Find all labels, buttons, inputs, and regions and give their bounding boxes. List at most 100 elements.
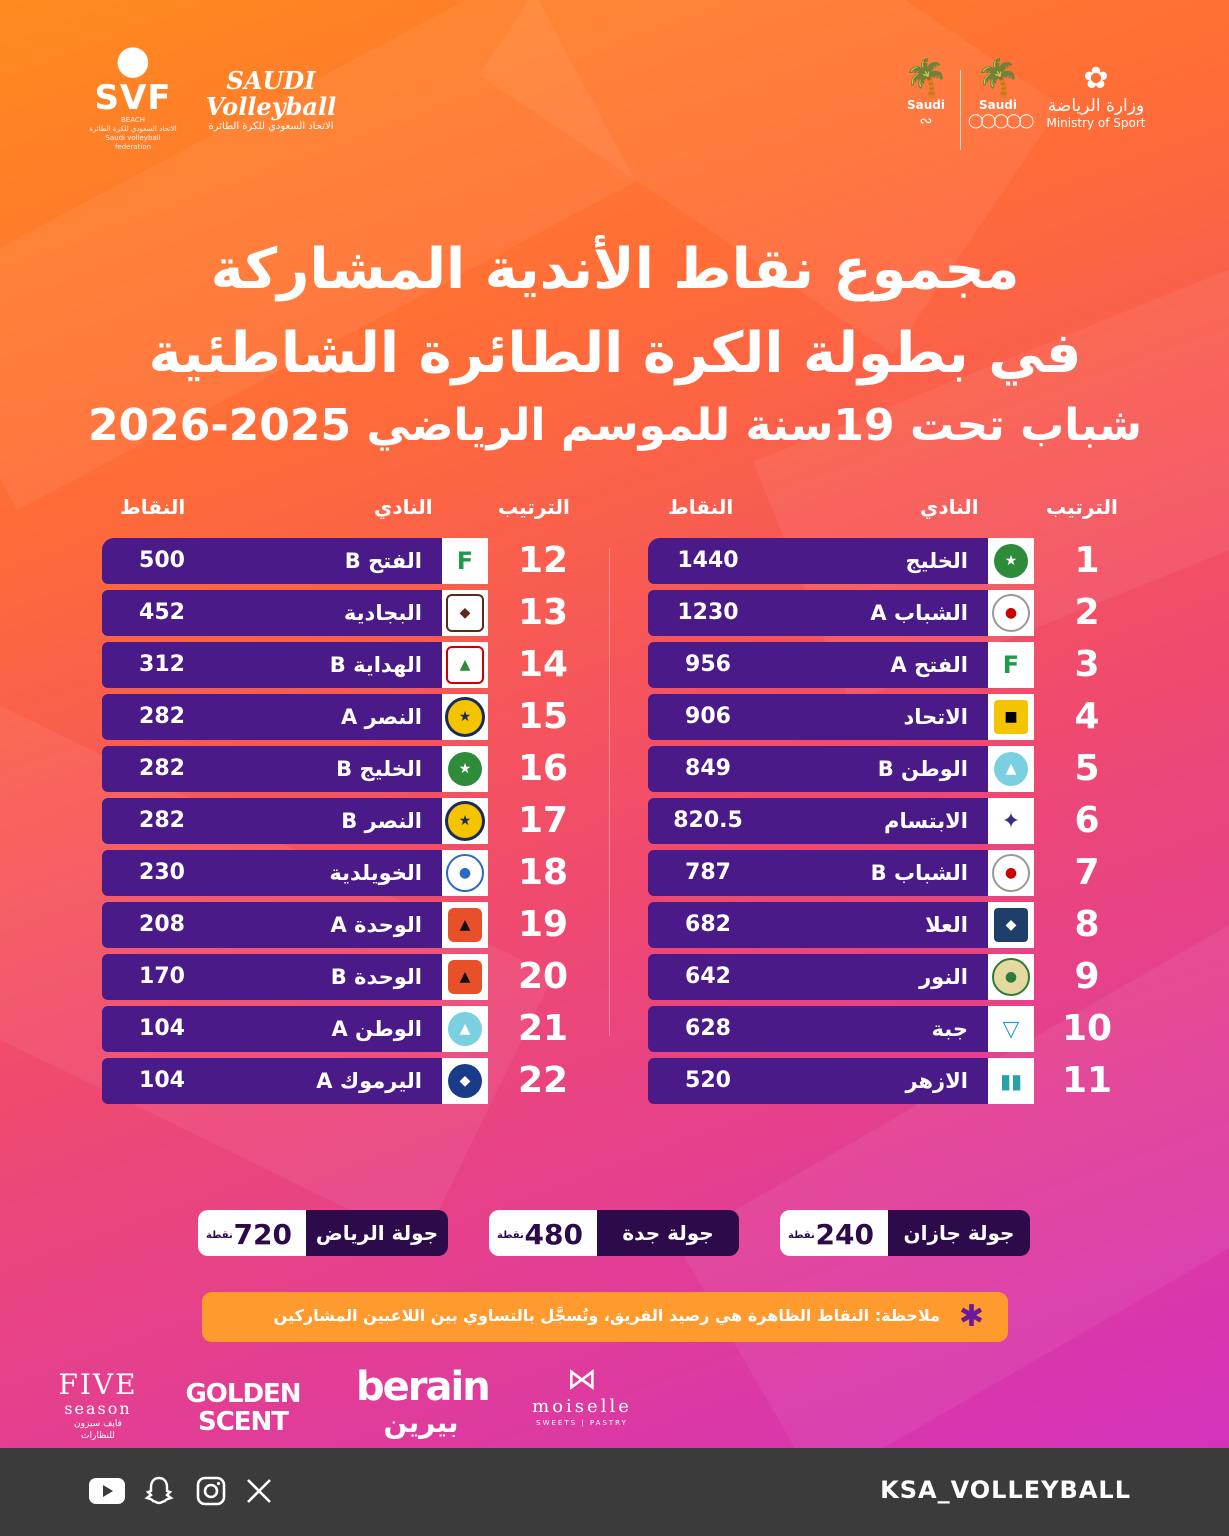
header-points-left: النقاط [120,495,186,519]
standings-table-right: 1440 الخليج ★ 1 1230 الشباب A ● 2 956 ال… [648,538,1112,1110]
club-name: اليرموك A [316,1069,422,1093]
header-rank-right: الترتيب [1046,495,1118,519]
points-value: 208 [139,912,185,937]
club-name: الخليج B [336,757,422,781]
note-banner: ✱ ملاحظة: النقاط الظاهرة هي رصيد الفريق،… [202,1292,1008,1342]
club-name: الاتحاد [903,705,968,729]
rank-number: 20 [517,956,569,997]
alnassr-logo-icon: ★ [445,801,485,841]
alshabab-logo-icon: ● [992,854,1030,892]
table-row: 312 الهداية B ▲ 14 [102,642,582,688]
rank-number: 22 [517,1060,569,1101]
alkhaleej-logo-icon: ★ [994,544,1028,578]
rank-number: 18 [517,852,569,893]
title-line-2: في بطولة الكرة الطائرة الشاطئية [148,321,1082,386]
rank-number: 4 [1074,696,1100,737]
club-name: الهداية B [329,653,422,677]
alnoor-logo-icon: ● [992,958,1030,996]
title-line-1: مجموع نقاط الأندية المشاركة [210,237,1020,302]
club-name: الخليج [905,549,969,573]
rank-number: 16 [517,748,569,789]
snapchat-icon[interactable] [140,1472,178,1510]
table-row: 170 الوحدة B ▲ 20 [102,954,582,1000]
saudi-paralympic-logo: 🌴 Saudi ∾ [896,60,956,130]
table-row: 787 الشباب B ● 7 [648,850,1108,896]
points-value: 282 [139,808,185,833]
saudi-olympic-logo: 🌴 Saudi ◯◯◯◯◯ [968,58,1034,130]
club-name: النور [919,965,968,989]
club-name: الشباب A [870,601,968,625]
points-value: 628 [685,1016,731,1041]
table-row: 628 جبة ▽ 10 [648,1006,1112,1052]
alyarmouk-logo-icon: ◆ [448,1064,482,1098]
club-name: جبة [931,1017,968,1041]
table-row: 642 النور ● 9 [648,954,1108,1000]
table-row: 956 الفتح A F 3 [648,642,1108,688]
table-row: 282 الخليج B ★ 16 [102,746,582,792]
table-row: 208 الوحدة A ▲ 19 [102,902,582,948]
rank-number: 8 [1074,904,1100,945]
table-row: 282 النصر B ★ 17 [102,798,582,844]
alnassr-logo-icon: ★ [445,697,485,737]
x-twitter-icon[interactable] [240,1472,278,1510]
points-value: 230 [139,860,185,885]
points-value: 452 [139,600,185,625]
youtube-icon[interactable] [88,1472,126,1510]
table-row: 1230 الشباب A ● 2 [648,590,1108,636]
points-value: 1230 [677,600,739,625]
table-divider [609,548,610,1036]
points-value: 520 [685,1068,731,1093]
alwatan-logo-icon: ▲ [994,752,1028,786]
saudi-volleyball-logo: SAUDI Volleyball الاتحاد السعودي للكرة ا… [205,66,337,133]
header-club-right: النادي [920,495,979,519]
points-value: 282 [139,704,185,729]
flower-emblem-icon: ✿ [1083,61,1109,96]
table-row: 849 الوطن B ▲ 5 [648,746,1108,792]
title-line-3: شباب تحت 19سنة للموسم الرياضي 2025-2026 [87,400,1143,451]
rank-number: 13 [517,592,569,633]
points-value: 787 [685,860,731,885]
tour-pill-jeddah: جولة جدة 480 نقطة [489,1210,739,1256]
beach-volleyball-icon: ● [115,37,151,83]
table-row: 104 الوطن A ▲ 21 [102,1006,582,1052]
berain-logo: berain بيرين [356,1364,491,1439]
palm-swords-icon: 🌴 [903,58,949,99]
moiselle-monogram-icon: ⋈ [567,1362,597,1397]
club-name: الوطن A [331,1017,422,1041]
rank-number: 14 [517,644,569,685]
header-points-right: النقاط [668,495,734,519]
points-value: 956 [685,652,731,677]
rank-number: 2 [1074,592,1100,633]
club-name: الابتسام [884,809,968,833]
standings-table-left: 500 الفتح B F 12 452 البجادية ◆ 13 312 ا… [102,538,582,1110]
rank-number: 12 [517,540,569,581]
ministry-of-sport-logo: ✿ وزارة الرياضة Ministry of Sport [1046,61,1146,131]
alwatan-logo-icon: ▲ [448,1012,482,1046]
palm-swords-icon: 🌴 [975,58,1021,99]
points-value: 1440 [677,548,739,573]
social-handle[interactable]: KSA_VOLLEYBALL [880,1476,1131,1504]
club-name: النصر B [341,809,422,833]
shield-logo-icon: ◆ [994,908,1028,942]
alfateh-logo-icon: F [448,544,482,578]
instagram-icon[interactable] [192,1472,230,1510]
header-club-left: النادي [374,495,433,519]
golden-scent-logo: GOLDEN SCENT [185,1379,301,1437]
club-name: النصر A [341,705,422,729]
club-name: الفتح A [890,653,968,677]
alshabab-logo-icon: ● [992,594,1030,632]
club-name: الوحدة B [330,965,422,989]
points-value: 849 [685,756,731,781]
club-name: الوحدة A [330,913,423,937]
table-row: 230 الخويلدية ● 18 [102,850,582,896]
points-value: 500 [139,548,185,573]
alwehda-logo-icon: ▲ [448,960,482,994]
header-rank-left: الترتيب [498,495,570,519]
club-name: الخويلدية [329,861,422,885]
table-row: 1440 الخليج ★ 1 [648,538,1108,584]
rank-number: 9 [1074,956,1100,997]
rank-number: 3 [1074,644,1100,685]
five-season-logo: FIVE season فايف سيزون للنظارات [58,1368,138,1442]
alkhuwaildiyah-logo-icon: ● [446,854,484,892]
